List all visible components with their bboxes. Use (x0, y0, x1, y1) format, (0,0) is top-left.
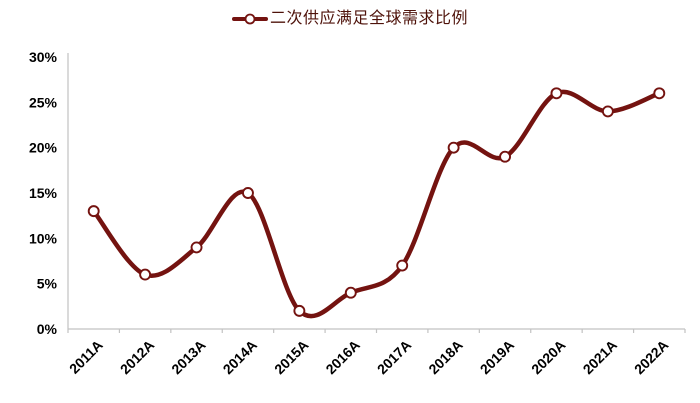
data-point-marker (601, 105, 614, 118)
x-axis-tick-label: 2017A (374, 337, 414, 377)
data-point-marker (344, 286, 357, 299)
x-axis-tick-label: 2011A (66, 337, 106, 377)
data-point-marker (242, 187, 254, 199)
legend-marker-circle (244, 13, 256, 25)
data-point-marker (550, 87, 563, 100)
x-axis-tick-label: 2018A (425, 337, 465, 377)
x-axis-tick-label: 2013A (168, 337, 208, 377)
legend-marker-icon (231, 13, 268, 25)
x-axis-tick-label: 2012A (117, 337, 157, 377)
x-axis-tick-label: 2016A (322, 337, 362, 377)
x-axis-tick-label: 2021A (580, 337, 620, 377)
data-point-marker (293, 304, 306, 317)
data-point-marker (190, 241, 203, 254)
x-axis-tick-label: 2020A (528, 337, 568, 377)
data-point-marker (396, 259, 409, 272)
data-point-marker (87, 205, 100, 218)
x-axis-tick-label: 2019A (477, 337, 517, 377)
data-point-marker (447, 141, 460, 154)
y-axis-tick-label: 20% (29, 140, 58, 156)
y-axis-tick-label: 15% (29, 185, 58, 201)
data-point-marker (139, 268, 152, 281)
x-axis-tick-label: 2022A (631, 337, 671, 377)
legend: 二次供应满足全球需求比例 (0, 9, 700, 29)
data-point-marker (499, 150, 511, 163)
data-point-marker (653, 87, 666, 100)
x-axis-tick-label: 2014A (220, 337, 260, 377)
legend-label: 二次供应满足全球需求比例 (269, 10, 468, 27)
y-axis-tick-label: 5% (37, 276, 58, 292)
y-axis-tick-label: 10% (29, 230, 58, 246)
x-axis-tick-label: 2015A (271, 337, 311, 377)
y-axis-tick-label: 30% (29, 49, 58, 65)
y-axis-tick-label: 25% (29, 94, 58, 110)
y-axis-tick-label: 0% (37, 321, 58, 337)
series-line-path (91, 89, 662, 319)
